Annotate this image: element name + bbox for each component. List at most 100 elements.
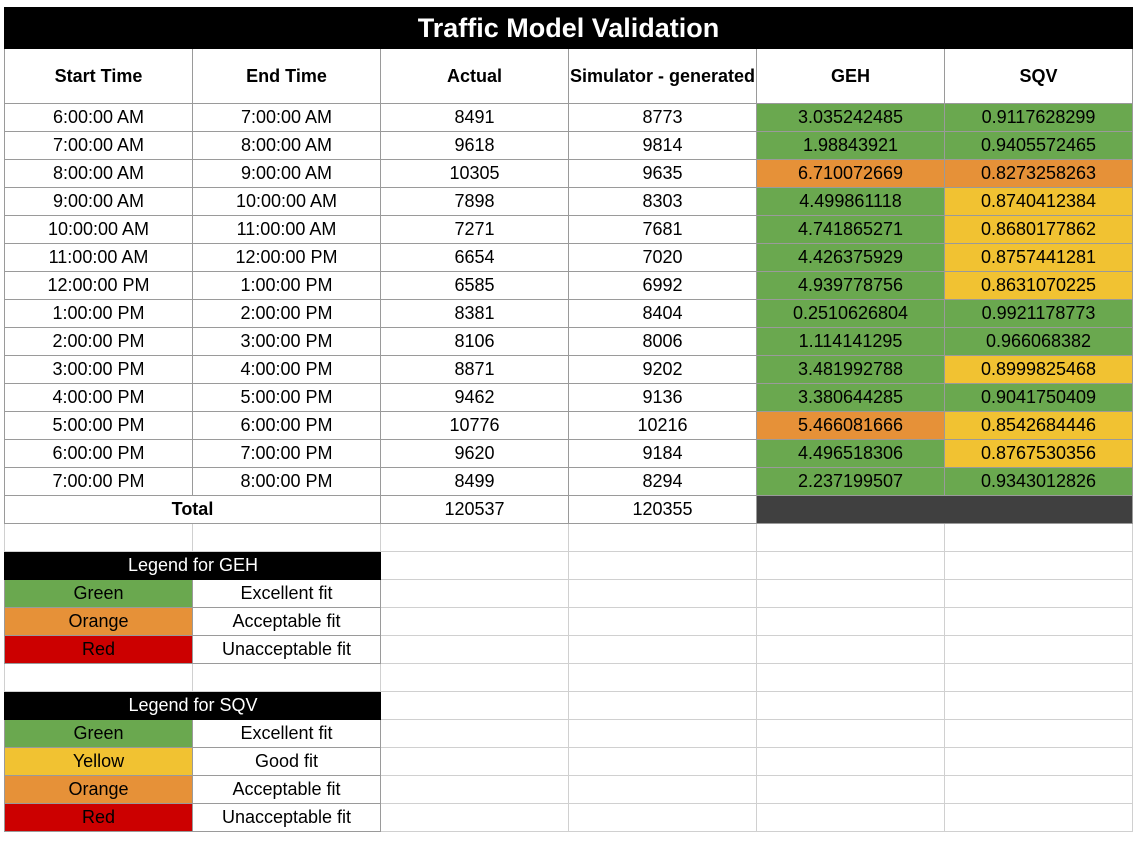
cell-simulator[interactable]: 7020: [568, 243, 757, 272]
cell-actual[interactable]: 8499: [380, 467, 569, 496]
cell-end-time[interactable]: 3:00:00 PM: [192, 327, 381, 356]
empty-cell[interactable]: [943, 803, 1134, 832]
cell-end-time[interactable]: 2:00:00 PM: [192, 299, 381, 328]
header-start-time[interactable]: Start Time: [4, 48, 193, 104]
header-end-time[interactable]: End Time: [192, 48, 381, 104]
legend-sqv-meaning[interactable]: Acceptable fit: [192, 775, 381, 804]
cell-end-time[interactable]: 5:00:00 PM: [192, 383, 381, 412]
cell-simulator[interactable]: 8303: [568, 187, 757, 216]
empty-cell[interactable]: [756, 719, 945, 748]
cell-geh[interactable]: 4.939778756: [756, 271, 945, 300]
empty-cell[interactable]: [192, 523, 381, 552]
cell-sqv[interactable]: 0.966068382: [943, 327, 1134, 356]
total-simulator[interactable]: 120355: [568, 495, 757, 524]
cell-sqv[interactable]: 0.8999825468: [943, 355, 1134, 384]
cell-actual[interactable]: 6654: [380, 243, 569, 272]
cell-simulator[interactable]: 8294: [568, 467, 757, 496]
cell-end-time[interactable]: 1:00:00 PM: [192, 271, 381, 300]
cell-simulator[interactable]: 9136: [568, 383, 757, 412]
legend-geh-swatch-orange[interactable]: Orange: [4, 607, 193, 636]
cell-simulator[interactable]: 9635: [568, 159, 757, 188]
cell-actual[interactable]: 7898: [380, 187, 569, 216]
cell-start-time[interactable]: 4:00:00 PM: [4, 383, 193, 412]
legend-geh-meaning[interactable]: Acceptable fit: [192, 607, 381, 636]
legend-geh-swatch-red[interactable]: Red: [4, 635, 193, 664]
cell-start-time[interactable]: 1:00:00 PM: [4, 299, 193, 328]
legend-sqv-swatch-orange[interactable]: Orange: [4, 775, 193, 804]
cell-start-time[interactable]: 2:00:00 PM: [4, 327, 193, 356]
empty-cell[interactable]: [943, 775, 1134, 804]
empty-cell[interactable]: [943, 635, 1134, 664]
empty-cell[interactable]: [568, 663, 757, 692]
empty-cell[interactable]: [943, 551, 1134, 580]
cell-simulator[interactable]: 9184: [568, 439, 757, 468]
empty-cell[interactable]: [756, 579, 945, 608]
cell-actual[interactable]: 8106: [380, 327, 569, 356]
empty-cell[interactable]: [568, 551, 757, 580]
cell-end-time[interactable]: 4:00:00 PM: [192, 355, 381, 384]
cell-geh[interactable]: 4.496518306: [756, 439, 945, 468]
empty-cell[interactable]: [380, 523, 569, 552]
cell-sqv[interactable]: 0.9343012826: [943, 467, 1134, 496]
empty-cell[interactable]: [4, 523, 193, 552]
empty-cell[interactable]: [568, 607, 757, 636]
header-actual[interactable]: Actual: [380, 48, 569, 104]
empty-cell[interactable]: [380, 719, 569, 748]
empty-cell[interactable]: [756, 747, 945, 776]
cell-start-time[interactable]: 5:00:00 PM: [4, 411, 193, 440]
cell-actual[interactable]: 9620: [380, 439, 569, 468]
cell-sqv[interactable]: 0.8740412384: [943, 187, 1134, 216]
cell-end-time[interactable]: 9:00:00 AM: [192, 159, 381, 188]
cell-geh[interactable]: 4.499861118: [756, 187, 945, 216]
empty-cell[interactable]: [568, 747, 757, 776]
cell-end-time[interactable]: 8:00:00 PM: [192, 467, 381, 496]
cell-simulator[interactable]: 8773: [568, 103, 757, 132]
cell-start-time[interactable]: 9:00:00 AM: [4, 187, 193, 216]
empty-cell[interactable]: [756, 635, 945, 664]
legend-sqv-meaning[interactable]: Excellent fit: [192, 719, 381, 748]
cell-sqv[interactable]: 0.8767530356: [943, 439, 1134, 468]
header-geh[interactable]: GEH: [756, 48, 945, 104]
cell-geh[interactable]: 5.466081666: [756, 411, 945, 440]
empty-cell[interactable]: [380, 691, 569, 720]
empty-cell[interactable]: [568, 803, 757, 832]
empty-cell[interactable]: [380, 775, 569, 804]
cell-start-time[interactable]: 11:00:00 AM: [4, 243, 193, 272]
cell-sqv[interactable]: 0.8757441281: [943, 243, 1134, 272]
legend-sqv-title[interactable]: Legend for SQV: [4, 691, 381, 720]
legend-geh-swatch-green[interactable]: Green: [4, 579, 193, 608]
cell-actual[interactable]: 7271: [380, 215, 569, 244]
cell-simulator[interactable]: 6992: [568, 271, 757, 300]
empty-cell[interactable]: [756, 607, 945, 636]
empty-cell[interactable]: [380, 803, 569, 832]
empty-cell[interactable]: [568, 719, 757, 748]
empty-cell[interactable]: [568, 635, 757, 664]
empty-cell[interactable]: [756, 663, 945, 692]
empty-cell[interactable]: [4, 663, 193, 692]
empty-cell[interactable]: [380, 551, 569, 580]
cell-sqv[interactable]: 0.9117628299: [943, 103, 1134, 132]
cell-geh[interactable]: 1.114141295: [756, 327, 945, 356]
cell-geh[interactable]: 4.426375929: [756, 243, 945, 272]
cell-sqv[interactable]: 0.9405572465: [943, 131, 1134, 160]
header-simulator-generated[interactable]: Simulator - generated: [568, 48, 757, 104]
cell-geh[interactable]: 2.237199507: [756, 467, 945, 496]
cell-geh[interactable]: 3.035242485: [756, 103, 945, 132]
cell-geh[interactable]: 1.98843921: [756, 131, 945, 160]
cell-simulator[interactable]: 8404: [568, 299, 757, 328]
cell-end-time[interactable]: 12:00:00 PM: [192, 243, 381, 272]
cell-start-time[interactable]: 12:00:00 PM: [4, 271, 193, 300]
cell-sqv[interactable]: 0.8680177862: [943, 215, 1134, 244]
legend-geh-meaning[interactable]: Excellent fit: [192, 579, 381, 608]
legend-sqv-meaning[interactable]: Unacceptable fit: [192, 803, 381, 832]
cell-simulator[interactable]: 8006: [568, 327, 757, 356]
cell-geh[interactable]: 4.741865271: [756, 215, 945, 244]
cell-geh[interactable]: 3.481992788: [756, 355, 945, 384]
cell-actual[interactable]: 9618: [380, 131, 569, 160]
empty-cell[interactable]: [380, 579, 569, 608]
cell-actual[interactable]: 8381: [380, 299, 569, 328]
legend-sqv-swatch-green[interactable]: Green: [4, 719, 193, 748]
cell-sqv[interactable]: 0.9921178773: [943, 299, 1134, 328]
cell-end-time[interactable]: 7:00:00 PM: [192, 439, 381, 468]
legend-sqv-swatch-yellow[interactable]: Yellow: [4, 747, 193, 776]
